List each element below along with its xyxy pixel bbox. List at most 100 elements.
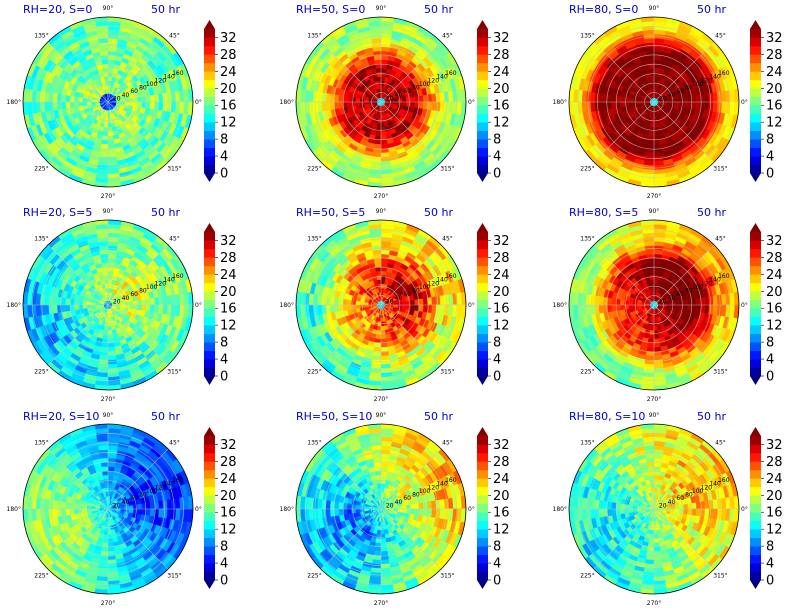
colorbar-tick-label: 12 (220, 116, 237, 131)
polar-grid (23, 17, 193, 187)
colorbar-segment (477, 37, 488, 47)
colorbar-segment (750, 156, 761, 165)
heatmap-cell (643, 160, 655, 166)
heatmap-cell (708, 101, 714, 112)
colorbar-tick-label: 16 (220, 302, 237, 317)
colorbar-segment (477, 350, 488, 360)
panel: 204060801001201401600°45°90°135°180°225°… (553, 3, 783, 200)
colorbar-extend-max (477, 20, 488, 29)
time-label: 50 hr (151, 206, 180, 219)
heatmap-cell (380, 275, 386, 280)
heatmap-cell (380, 55, 389, 61)
heatmap-cell (107, 346, 116, 352)
heatmap-cell (431, 92, 437, 103)
heatmap-cell (380, 46, 390, 52)
heatmap-cell (334, 94, 340, 103)
heatmap-cell (48, 304, 54, 315)
colorbar-tick-label: 12 (220, 319, 237, 334)
colorbar-segment (204, 248, 215, 258)
heatmap-cell (644, 359, 655, 365)
angle-tick-label: 180° (7, 302, 21, 309)
heatmap-cell (653, 342, 662, 348)
heatmap-cell (158, 304, 164, 314)
angle-tick-label: 0° (195, 302, 202, 309)
heatmap-cell (321, 304, 327, 315)
heatmap-cell (137, 304, 143, 311)
heatmap-cell (376, 127, 382, 132)
angle-tick-label: 90° (103, 5, 114, 12)
heatmap-cell (78, 97, 83, 103)
heatmap-cell (653, 55, 662, 61)
colorbar-segment (750, 29, 761, 38)
heatmap-cell (65, 95, 71, 103)
polar-grid (569, 17, 739, 187)
colorbar-tick-label: 12 (493, 116, 510, 131)
colorbar-segment (477, 139, 488, 148)
angle-tick-label: 90° (376, 5, 387, 12)
colorbar-segment (477, 265, 488, 275)
heatmap-cell (317, 294, 323, 306)
angle-tick-label: 225° (307, 165, 321, 172)
colorbar-segment (204, 240, 215, 250)
heatmap-cell (373, 258, 382, 264)
heatmap-cell (649, 325, 655, 331)
colorbar-segment (477, 45, 488, 55)
angle-tick-label: 135° (34, 236, 48, 243)
colorbar-segment (204, 291, 215, 301)
heatmap-cell (653, 355, 664, 361)
heatmap-cell (380, 359, 391, 365)
heatmap-cell (107, 241, 119, 247)
heatmap-cell (166, 304, 172, 316)
heatmap-cell (107, 270, 114, 276)
radial-tick-label: 160 (172, 273, 184, 280)
heatmap-cell (380, 59, 388, 65)
radial-tick-label: 60 (130, 88, 138, 95)
angular-gridline (107, 41, 169, 103)
heatmap-cell (145, 304, 151, 312)
heatmap-cell (162, 295, 168, 306)
heatmap-cell (653, 143, 662, 149)
time-label: 50 hr (697, 3, 726, 16)
heatmap-cell (422, 94, 428, 103)
colorbar-segment (204, 88, 215, 98)
heatmap-cell (166, 101, 172, 113)
heatmap-cell (691, 101, 697, 109)
angle-tick-label: 180° (7, 99, 21, 106)
colorbar-extend-min (750, 173, 761, 182)
heatmap-cell (683, 304, 689, 311)
heatmap-cell (103, 325, 109, 331)
colorbar-extend-min (204, 173, 215, 182)
heatmap-cell (48, 101, 54, 112)
heatmap-cell (619, 96, 625, 103)
heatmap-cell (380, 152, 391, 158)
heatmap-cell (619, 299, 625, 306)
heatmap-cell (338, 298, 344, 306)
heatmap-cell (645, 355, 655, 361)
heatmap-cell (321, 295, 327, 306)
colorbar-tick-label: 4 (766, 150, 774, 165)
heatmap-cell (380, 143, 389, 149)
heatmap-cell (704, 304, 710, 314)
colorbar-extend-min (477, 173, 488, 182)
heatmap-cell (355, 300, 361, 306)
heatmap-cell (374, 342, 382, 348)
colorbar-tick-label: 28 (493, 48, 510, 63)
heatmap-cell (99, 152, 109, 158)
heatmap-cell (325, 296, 331, 306)
heatmap-cell (435, 101, 441, 112)
heatmap-cell (373, 143, 382, 149)
heatmap-cell (712, 304, 718, 316)
colorbar-segment (750, 105, 761, 115)
heatmap-cell (653, 152, 664, 158)
heatmap-cell (98, 42, 109, 48)
colorbar-segment (750, 37, 761, 47)
colorbar-tick-label: 32 (220, 31, 237, 46)
heatmap-cell (52, 296, 58, 306)
heatmap-cell (107, 279, 113, 285)
heatmap-cell (371, 245, 382, 251)
radial-tick-label: 20 (113, 95, 121, 102)
heatmap-cell (380, 72, 386, 77)
heatmap-cell (653, 156, 664, 162)
radial-tick-label: 40 (122, 92, 130, 99)
